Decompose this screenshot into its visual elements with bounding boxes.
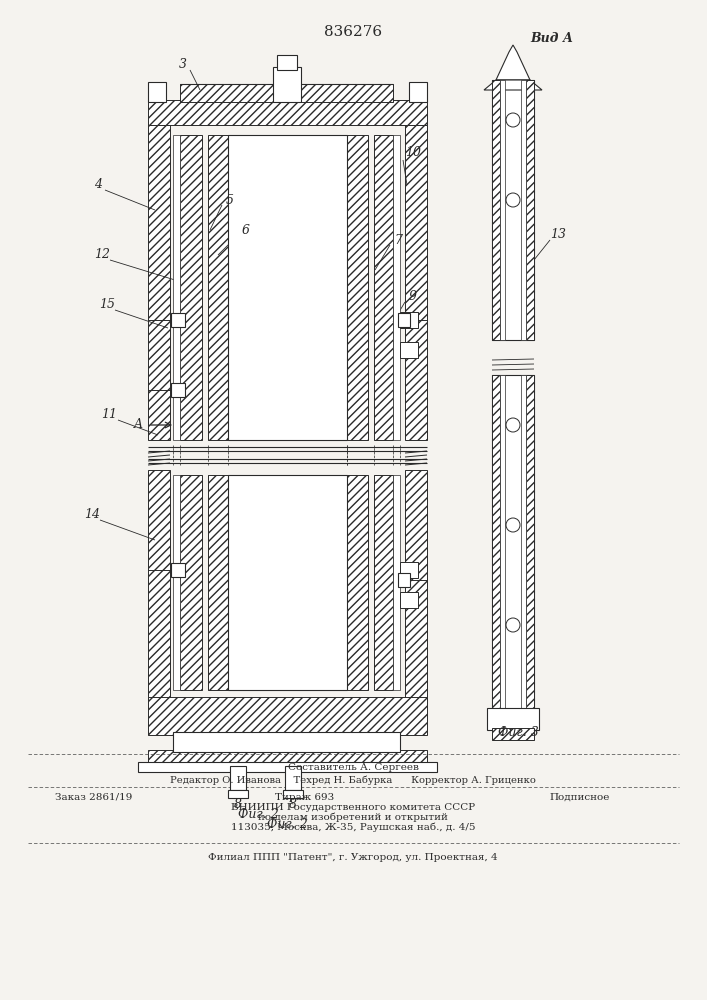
Bar <box>487 708 539 730</box>
Bar <box>148 697 427 735</box>
Text: Тираж 693: Тираж 693 <box>275 792 334 802</box>
Circle shape <box>506 618 520 632</box>
Polygon shape <box>228 790 248 798</box>
Bar <box>208 475 228 690</box>
Bar <box>492 375 534 710</box>
Text: Фиг. 2: Фиг. 2 <box>238 808 279 822</box>
Bar <box>347 475 368 690</box>
Bar <box>228 475 347 690</box>
Text: A: A <box>134 418 143 432</box>
Text: 15: 15 <box>99 298 115 312</box>
Bar <box>148 82 166 102</box>
Bar <box>393 475 400 690</box>
Text: Подписное: Подписное <box>550 792 610 802</box>
Bar <box>492 375 500 710</box>
Bar <box>230 766 246 790</box>
Text: 11: 11 <box>101 408 117 422</box>
Bar <box>148 750 427 765</box>
Bar <box>171 313 185 327</box>
Bar <box>277 55 297 70</box>
Bar <box>173 135 180 440</box>
Bar <box>398 573 410 587</box>
Polygon shape <box>496 45 530 80</box>
Text: 10: 10 <box>405 146 421 159</box>
Bar <box>526 375 534 710</box>
Bar <box>180 475 202 690</box>
Bar <box>492 80 500 340</box>
Bar <box>521 375 526 710</box>
Bar <box>173 475 180 690</box>
Text: Фиг. 3: Фиг. 3 <box>498 726 538 738</box>
Text: 836276: 836276 <box>324 25 382 39</box>
Circle shape <box>506 113 520 127</box>
Bar <box>148 470 170 700</box>
Bar <box>374 135 393 440</box>
Bar <box>148 125 170 440</box>
Bar <box>400 342 418 358</box>
Bar <box>171 383 185 397</box>
Bar <box>393 135 400 440</box>
Text: 7: 7 <box>394 233 402 246</box>
Bar <box>228 135 347 440</box>
Text: 8: 8 <box>289 798 297 812</box>
Text: по делам изобретений и открытий: по делам изобретений и открытий <box>258 812 448 822</box>
Bar <box>374 475 393 690</box>
Bar <box>180 135 202 440</box>
Circle shape <box>506 518 520 532</box>
Bar <box>398 313 410 327</box>
Bar <box>148 100 427 125</box>
Bar <box>409 82 427 102</box>
Circle shape <box>506 418 520 432</box>
Bar <box>273 67 301 102</box>
Text: 6: 6 <box>242 224 250 236</box>
Text: Составитель А. Сергеев: Составитель А. Сергеев <box>288 764 419 772</box>
Text: Редактор О. Иванова    Техред Н. Бабурка      Корректор А. Гриценко: Редактор О. Иванова Техред Н. Бабурка Ко… <box>170 775 536 785</box>
Bar <box>138 762 437 772</box>
Polygon shape <box>283 790 303 798</box>
Bar <box>405 470 427 700</box>
Text: Фиг. 2: Фиг. 2 <box>267 818 308 832</box>
Bar <box>521 80 526 340</box>
Text: 4: 4 <box>94 178 102 192</box>
Circle shape <box>506 193 520 207</box>
Bar <box>400 312 418 328</box>
Bar <box>400 592 418 608</box>
Text: 12: 12 <box>94 248 110 261</box>
Text: 3: 3 <box>179 58 187 72</box>
Bar <box>500 375 505 710</box>
Bar <box>400 562 418 578</box>
Text: Филиал ППП "Патент", г. Ужгород, ул. Проектная, 4: Филиал ППП "Патент", г. Ужгород, ул. Про… <box>208 852 498 861</box>
Text: 8: 8 <box>234 798 242 812</box>
Text: 14: 14 <box>84 508 100 522</box>
Text: ВНИИПИ Государственного комитета СССР: ВНИИПИ Государственного комитета СССР <box>231 802 475 812</box>
Text: 113035, Москва, Ж-35, Раушская наб., д. 4/5: 113035, Москва, Ж-35, Раушская наб., д. … <box>230 822 475 832</box>
Bar <box>492 728 534 740</box>
Bar <box>405 125 427 440</box>
Text: 9: 9 <box>409 290 417 304</box>
Bar <box>492 80 534 340</box>
Bar <box>347 135 368 440</box>
Bar <box>173 732 400 752</box>
Bar <box>171 563 185 577</box>
Text: Вид А: Вид А <box>530 31 573 44</box>
Text: Заказ 2861/19: Заказ 2861/19 <box>55 792 132 802</box>
Bar <box>180 84 393 102</box>
Text: 13: 13 <box>550 229 566 241</box>
Bar <box>208 135 228 440</box>
Bar <box>500 80 505 340</box>
Bar <box>285 766 301 790</box>
Bar <box>526 80 534 340</box>
Text: 5: 5 <box>226 194 234 207</box>
Polygon shape <box>484 80 542 90</box>
